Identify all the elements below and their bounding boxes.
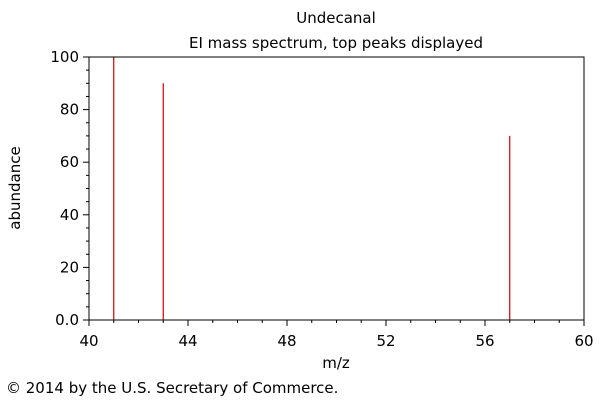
x-tick-label: 44 [178,332,197,350]
x-tick-label: 52 [376,332,395,350]
y-axis-label: abundance [6,146,24,229]
peaks [113,57,511,320]
y-tick-label: 0.0 [55,311,79,329]
y-tick-label: 100 [50,48,79,66]
chart-subtitle: EI mass spectrum, top peaks displayed [189,34,483,52]
y-tick-label: 40 [60,206,79,224]
x-tick-label: 48 [277,332,296,350]
plot-frame [88,56,585,321]
x-tick-label: 40 [79,332,98,350]
axis-ticks: 40 44 48 52 56 60 0.0 20 40 60 80 100 [50,48,593,350]
y-tick-label: 80 [60,101,79,119]
x-axis-label: m/z [322,354,350,372]
y-tick-label: 60 [60,153,79,171]
x-tick-label: 60 [574,332,593,350]
y-tick-label: 20 [60,258,79,276]
chart-title: Undecanal [296,9,376,27]
copyright-notice: © 2014 by the U.S. Secretary of Commerce… [6,379,339,397]
x-tick-label: 56 [475,332,494,350]
